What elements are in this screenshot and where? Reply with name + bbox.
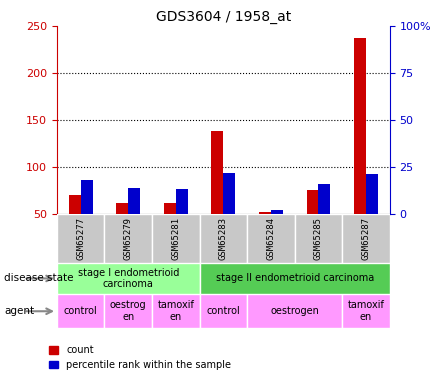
FancyBboxPatch shape [105, 294, 152, 328]
Text: stage II endometrioid carcinoma: stage II endometrioid carcinoma [215, 273, 374, 284]
Bar [128, 188, 140, 214]
Bar [69, 195, 81, 214]
FancyBboxPatch shape [200, 294, 247, 328]
Text: control: control [206, 306, 240, 316]
Text: stage I endometrioid
carcinoma: stage I endometrioid carcinoma [78, 268, 179, 289]
Bar [212, 131, 223, 214]
FancyBboxPatch shape [342, 214, 390, 262]
FancyBboxPatch shape [247, 214, 295, 262]
FancyBboxPatch shape [152, 294, 200, 328]
Text: GSM65279: GSM65279 [124, 217, 133, 259]
Text: tamoxif
en: tamoxif en [348, 300, 385, 322]
Text: GSM65284: GSM65284 [266, 217, 276, 259]
Bar [307, 190, 318, 214]
Text: GSM65287: GSM65287 [361, 217, 371, 259]
FancyBboxPatch shape [57, 214, 105, 262]
Text: GSM65283: GSM65283 [219, 217, 228, 259]
Legend: count, percentile rank within the sample: count, percentile rank within the sample [49, 345, 231, 370]
Text: tamoxif
en: tamoxif en [157, 300, 194, 322]
Text: control: control [64, 306, 98, 316]
FancyBboxPatch shape [57, 262, 200, 294]
Title: GDS3604 / 1958_at: GDS3604 / 1958_at [156, 10, 291, 24]
Text: GSM65281: GSM65281 [171, 217, 180, 259]
FancyBboxPatch shape [200, 262, 390, 294]
Text: GSM65277: GSM65277 [76, 217, 85, 259]
FancyBboxPatch shape [342, 294, 390, 328]
Bar [366, 174, 378, 214]
FancyBboxPatch shape [295, 214, 342, 262]
Text: GSM65285: GSM65285 [314, 217, 323, 259]
Bar [223, 172, 235, 214]
Text: oestrog
en: oestrog en [110, 300, 147, 322]
FancyBboxPatch shape [247, 294, 342, 328]
Text: agent: agent [4, 306, 35, 316]
FancyBboxPatch shape [152, 214, 200, 262]
Bar [271, 210, 283, 214]
Bar [176, 189, 188, 214]
Bar [117, 202, 128, 214]
Text: oestrogen: oestrogen [270, 306, 319, 316]
FancyBboxPatch shape [57, 294, 105, 328]
Bar [81, 180, 92, 214]
Text: disease state: disease state [4, 273, 74, 283]
Bar [354, 39, 366, 214]
FancyBboxPatch shape [200, 214, 247, 262]
Bar [164, 202, 176, 214]
Bar [318, 184, 330, 214]
Bar [259, 212, 271, 214]
FancyBboxPatch shape [105, 214, 152, 262]
